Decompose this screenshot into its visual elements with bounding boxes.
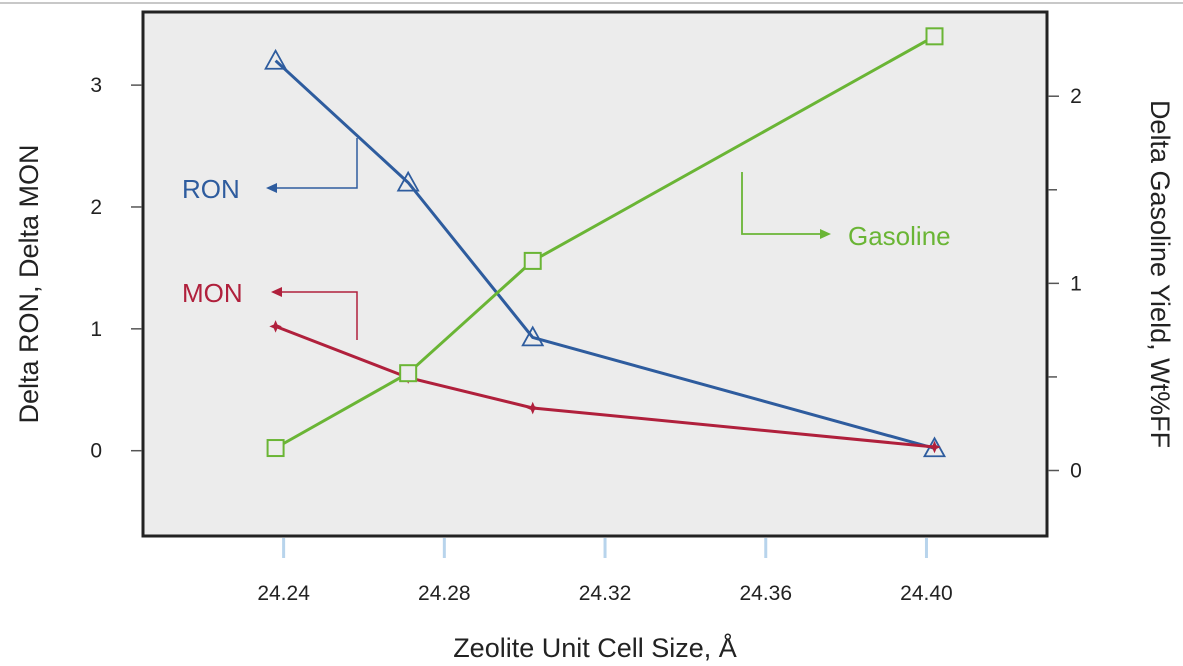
mon-annotation-label: MON (182, 278, 243, 308)
mon-series-line (275, 325, 935, 449)
y-left-axis-ticks: 0 1 2 3 (90, 74, 142, 463)
ron-annotation-leader (268, 138, 358, 189)
x-axis-ticks: 24.24 24.28 24.32 24.36 24.40 (257, 538, 953, 605)
x-tick-label: 24.24 (257, 582, 310, 605)
gasoline-data-point (266, 439, 285, 458)
annotations: RON MON Gasoline (182, 138, 951, 340)
mon-data-point (526, 401, 539, 415)
gasoline-series-line (274, 34, 936, 450)
ron-series-line (274, 59, 935, 450)
x-tick-label: 24.28 (418, 582, 471, 605)
x-tick-label: 24.40 (900, 582, 953, 605)
ron-annotation-arrowhead (266, 183, 277, 193)
mon-data-point (269, 320, 282, 333)
mon-data-point (928, 440, 941, 454)
ron-data-point (264, 48, 288, 70)
y-right-tick-label: 0 (1070, 460, 1082, 483)
x-tick-label: 24.36 (739, 582, 792, 605)
mon-annotation-leader (273, 291, 358, 340)
gasoline-data-point (399, 364, 418, 383)
gasoline-data-point (523, 251, 542, 270)
y-right-tick-label: 1 (1070, 272, 1082, 295)
y-left-tick-label: 1 (90, 318, 102, 341)
gasoline-annotation-leader (741, 172, 826, 235)
ron-data-point (521, 325, 545, 347)
y-left-tick-label: 2 (90, 196, 102, 219)
plot-area (141, 10, 1049, 538)
ron-data-point (396, 170, 420, 192)
mon-annotation-arrowhead (271, 287, 282, 297)
y-right-axis-ticks: 0 1 2 (1048, 85, 1082, 483)
x-tick-label: 24.32 (579, 582, 632, 605)
gasoline-annotation-arrowhead (820, 229, 831, 239)
series-layer (264, 27, 947, 458)
y-left-tick-label: 0 (90, 440, 102, 463)
ron-annotation-label: RON (182, 174, 240, 204)
gasoline-annotation-label: Gasoline (848, 221, 951, 251)
y-right-axis-title: Delta Gasoline Yield, Wt%FF (1145, 100, 1175, 448)
gasoline-data-point (925, 27, 944, 46)
x-axis-title: Zeolite Unit Cell Size, Å (453, 632, 737, 663)
y-left-axis-title: Delta RON, Delta MON (14, 144, 44, 423)
y-left-tick-label: 3 (90, 74, 102, 97)
y-right-tick-label: 2 (1070, 85, 1082, 108)
